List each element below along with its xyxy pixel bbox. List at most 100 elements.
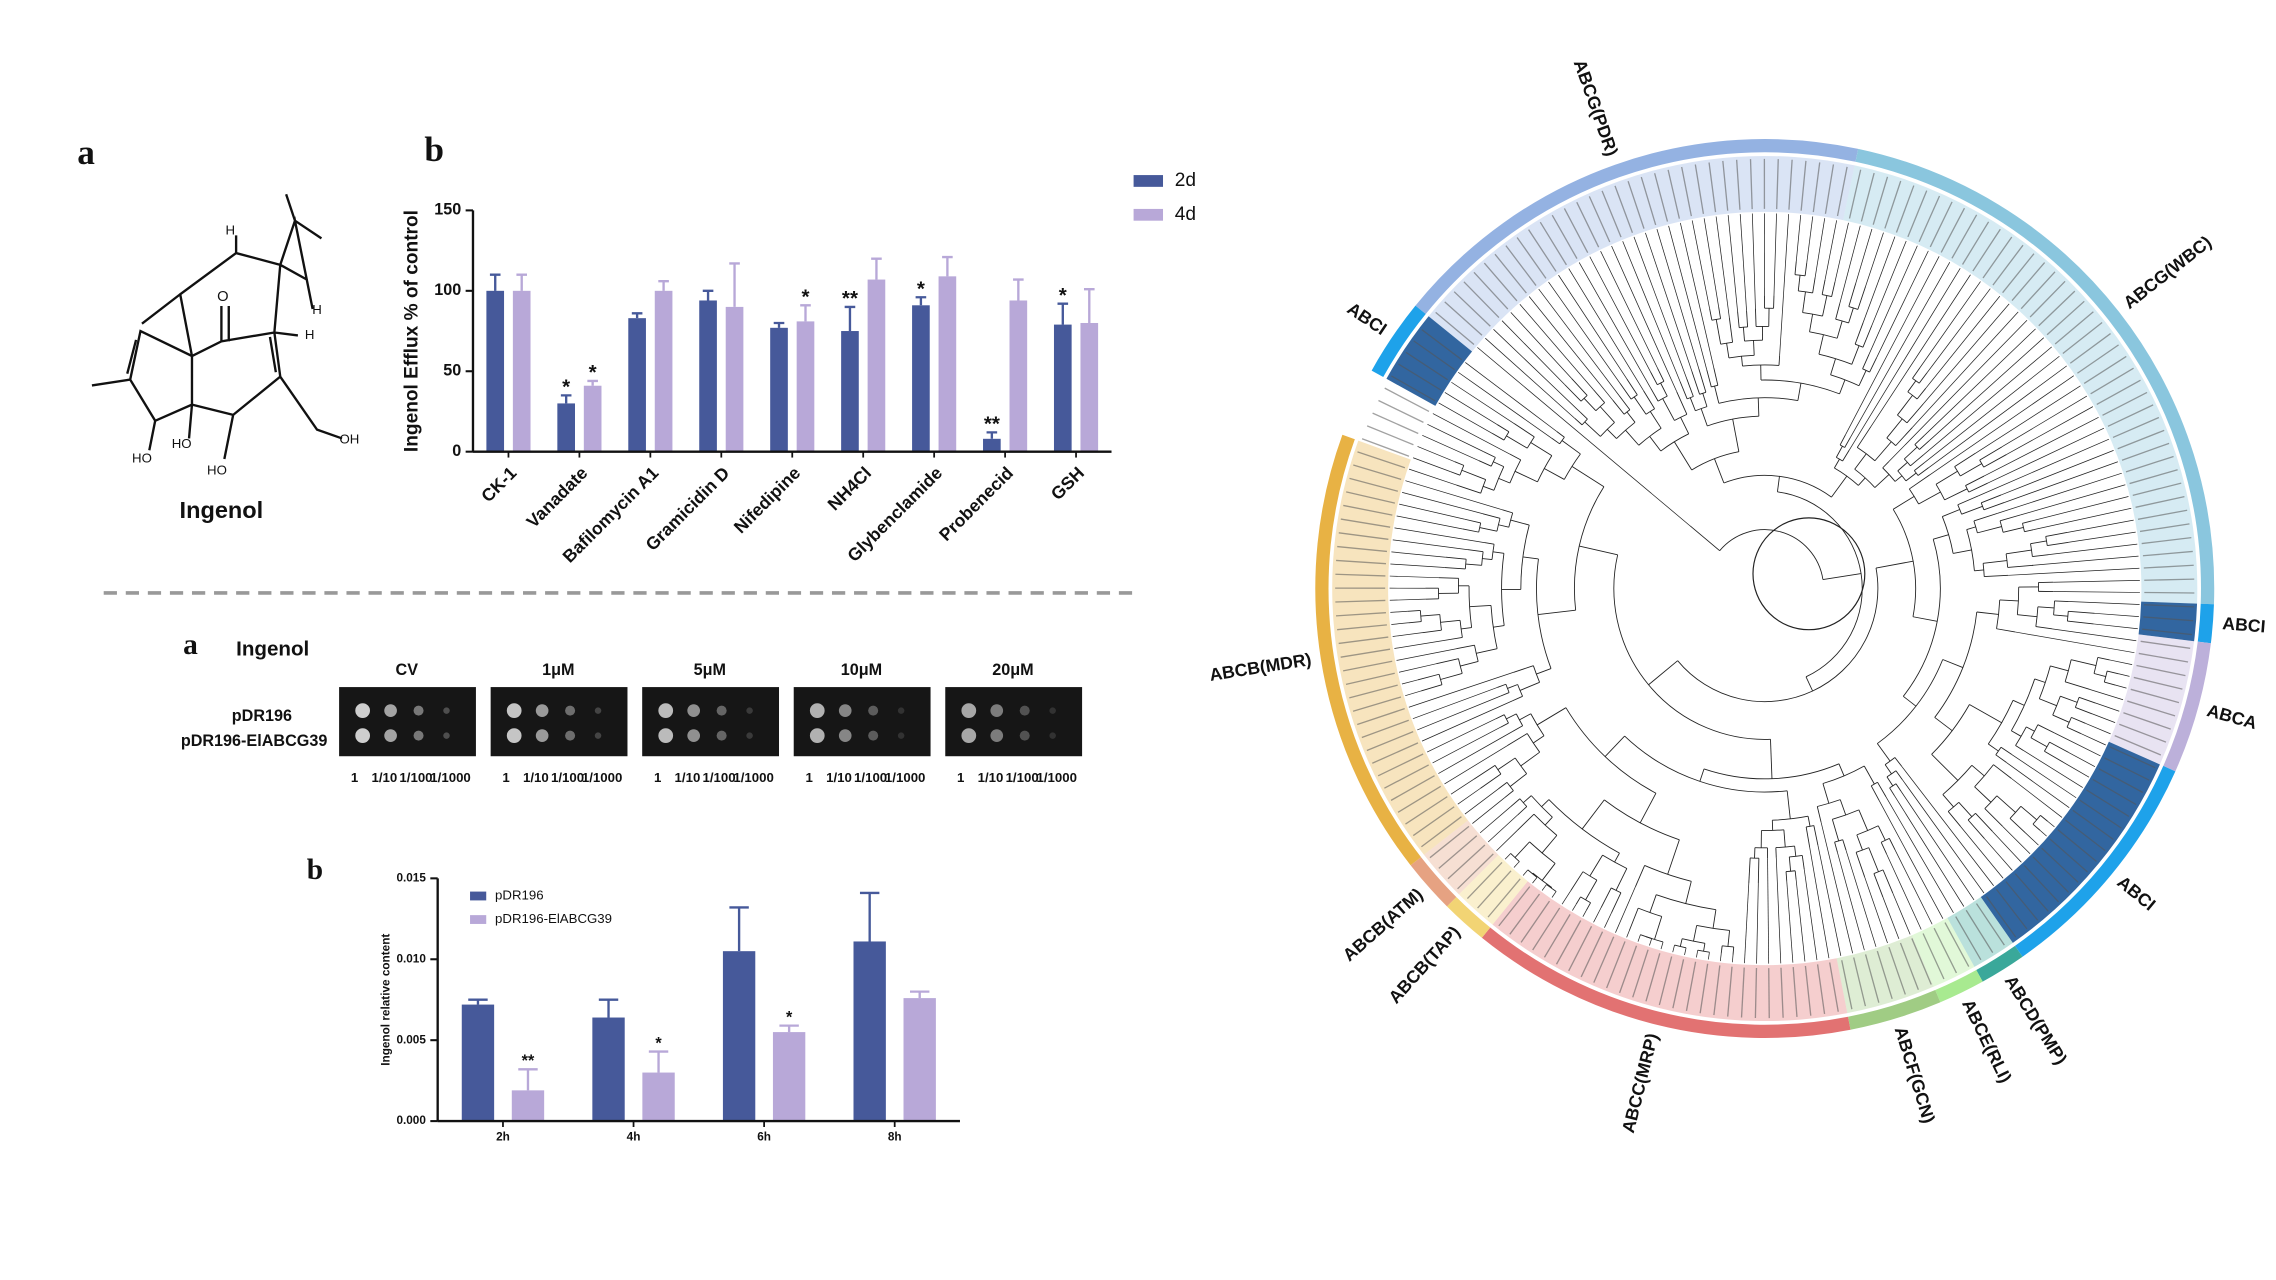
leaf-label <box>1498 886 1531 927</box>
branch <box>1407 610 1421 612</box>
leaf-label <box>1884 180 1902 229</box>
branch <box>1691 451 1739 471</box>
branch <box>1509 773 1527 787</box>
leaf-label <box>1457 853 1494 890</box>
branch <box>1586 902 1591 911</box>
branch <box>2068 610 2095 614</box>
branch <box>1857 286 1866 310</box>
branch <box>2107 670 2119 675</box>
y-tick-label: 50 <box>443 362 461 380</box>
branch <box>1983 560 2008 564</box>
branch <box>1707 952 1710 960</box>
leaf-label <box>1337 624 1387 631</box>
branch <box>1444 745 1508 785</box>
branch <box>1571 378 1588 396</box>
branch <box>1421 700 1513 742</box>
branch <box>1779 214 1790 356</box>
branch <box>1886 770 1897 778</box>
branch <box>1757 858 1760 884</box>
branch <box>1536 668 1552 675</box>
branch <box>1934 717 1953 732</box>
leaf-label <box>1555 920 1582 965</box>
branch <box>1797 383 1802 401</box>
error-bar <box>1083 288 1095 323</box>
branch <box>1399 503 1465 520</box>
leaf-label <box>1853 957 1867 1007</box>
leaf-label <box>1654 173 1669 222</box>
dilution-label: 1/1000 <box>885 770 925 785</box>
branch <box>1732 946 1735 955</box>
branch <box>1882 896 1900 940</box>
leaf-label <box>1372 742 1419 764</box>
branch <box>1493 625 1505 628</box>
leaf-label <box>1576 201 1600 248</box>
branch <box>2011 754 2077 799</box>
tree: ABCG(PDR)ABCG(WBC)ABCIABCAABCIABCD(PMP)A… <box>1208 57 2266 1135</box>
strain-label: pDR196-ElABCG39 <box>181 732 328 750</box>
branch <box>1974 786 1992 803</box>
branch <box>1908 488 1920 505</box>
branch <box>1888 319 2028 462</box>
bar <box>867 279 886 452</box>
branch <box>1507 684 1518 689</box>
leaf-label <box>1346 491 1396 504</box>
leaf-label <box>1357 708 1405 726</box>
branch <box>1900 791 1975 901</box>
branch <box>1541 884 1547 891</box>
leaf-label <box>2104 757 2150 781</box>
condition-label: 20μM <box>992 661 1033 679</box>
branch <box>2022 523 2025 532</box>
branch <box>1833 458 1840 469</box>
branch <box>2071 716 2086 724</box>
leaf-label <box>2138 652 2189 663</box>
error-bar <box>871 257 882 280</box>
error-bar <box>658 279 669 291</box>
branch <box>1390 610 1408 613</box>
leaf-label <box>1992 244 2024 286</box>
bar <box>938 276 957 452</box>
y-tick-label: 150 <box>434 201 461 219</box>
branch <box>2047 820 2055 828</box>
branch <box>1715 216 1730 318</box>
dilution-label: 1 <box>351 770 358 785</box>
branch <box>1778 355 1781 366</box>
branch <box>1979 459 1985 468</box>
leaf-label <box>2090 367 2134 395</box>
branch <box>2003 461 2118 503</box>
branch <box>2054 732 2101 757</box>
branch <box>1660 382 1668 397</box>
leaf-label <box>1466 862 1503 900</box>
spot-plate <box>642 687 780 757</box>
significance: * <box>786 1009 793 1027</box>
branch <box>2053 579 2140 583</box>
branch <box>1795 879 1806 962</box>
branch <box>1865 232 1884 287</box>
leaf-label <box>1528 229 1557 272</box>
leaf-label <box>2119 723 2167 743</box>
dilution-label: 1/1000 <box>1036 770 1076 785</box>
branch <box>1741 356 1743 367</box>
leaf-label <box>2092 778 2137 806</box>
branch <box>1469 604 1492 608</box>
clade-label: ABCC(MRP) <box>1618 1031 1662 1135</box>
spot <box>687 704 701 717</box>
spot <box>746 732 753 739</box>
leaf-label <box>1539 221 1567 266</box>
branch <box>1408 672 1514 708</box>
branch <box>1886 776 1894 787</box>
leaf-label <box>2086 789 2130 818</box>
spot <box>535 729 549 742</box>
dilution-label: 1/100 <box>551 770 584 785</box>
bar <box>583 385 602 452</box>
branch <box>1712 909 1717 929</box>
branch <box>1993 764 2012 779</box>
branch <box>1868 847 1879 872</box>
branch <box>1459 620 1463 638</box>
clade-arc <box>2014 765 2176 957</box>
leaf-label <box>1342 660 1393 672</box>
branch <box>1984 574 2009 578</box>
branch <box>2002 825 2031 855</box>
bar <box>699 300 717 452</box>
branch <box>1498 782 1508 790</box>
clade-arc <box>2163 641 2211 772</box>
